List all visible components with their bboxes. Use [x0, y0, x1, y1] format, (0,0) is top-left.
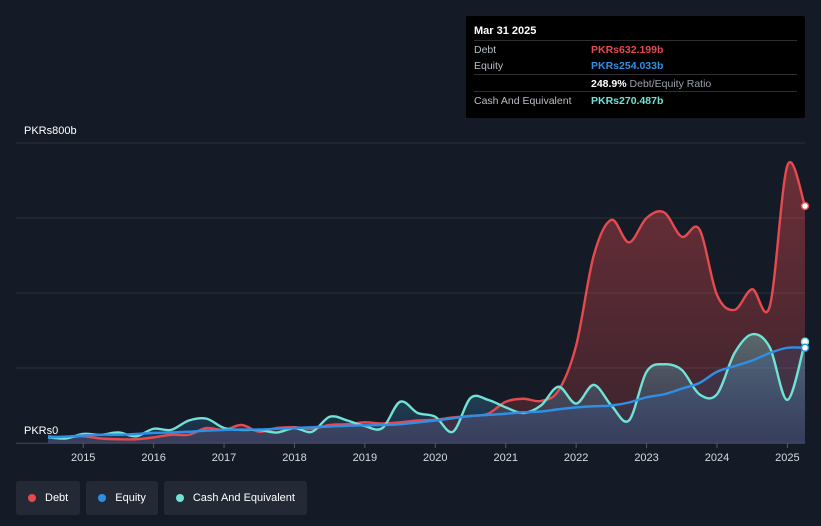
x-tick-label: 2025 [775, 452, 799, 464]
legend-equity-label: Equity [115, 492, 146, 504]
equity-end-point [800, 343, 810, 352]
debt-area [48, 162, 805, 443]
y-axis-bottom-label: PKRs0 [24, 425, 59, 437]
x-tick-label: 2022 [564, 452, 588, 464]
debt-end-point [800, 201, 810, 211]
tooltip-ratio-label: Debt/Equity Ratio [629, 78, 712, 90]
tooltip-ratio-value: 248.9% [591, 78, 627, 90]
tooltip-row-debt: Debt PKRs632.199b [474, 40, 797, 57]
tooltip-equity-value: PKRs254.033b [591, 60, 664, 72]
legend-item-debt[interactable]: Debt [16, 481, 81, 515]
chart-legend: Debt Equity Cash And Equivalent [16, 481, 307, 515]
tooltip-debt-label: Debt [474, 44, 497, 56]
tooltip-cash-value: PKRs270.487b [591, 95, 664, 107]
chart-lines [47, 161, 810, 441]
legend-equity-dot-icon [98, 494, 107, 502]
tooltip-equity-label: Equity [474, 60, 504, 72]
tooltip-row-cash: Cash And Equivalent PKRs270.487b [474, 91, 797, 108]
chart-areas [48, 162, 805, 443]
tooltip-ratio: 248.9% Debt/Equity Ratio [591, 78, 711, 90]
chart-tooltip: Mar 31 2025 Debt PKRs632.199b Equity PKR… [466, 16, 805, 118]
tooltip-cash-label: Cash And Equivalent [474, 95, 572, 107]
x-axis: 2015 2016 2017 2018 2019 2020 2021 2022 2023 2024… [16, 443, 805, 464]
tooltip-row-equity: Equity PKRs254.033b [474, 57, 797, 73]
legend-item-cash[interactable]: Cash And Equivalent [163, 481, 307, 515]
cash-line [47, 332, 807, 440]
y-axis-top-label: PKRs800b [24, 125, 77, 137]
tooltip-date: Mar 31 2025 [474, 25, 537, 37]
equity-area [48, 347, 805, 443]
tooltip-row-ratio: 248.9% Debt/Equity Ratio [474, 74, 797, 91]
x-tick-label: 2023 [634, 452, 658, 464]
tooltip-debt-value: PKRs632.199b [591, 44, 664, 56]
x-tick-label: 2020 [423, 452, 447, 464]
equity-line [47, 346, 806, 439]
legend-cash-dot-icon [175, 494, 184, 502]
legend-cash-label: Cash And Equivalent [192, 492, 295, 504]
x-tick-label: 2021 [493, 452, 517, 464]
x-tick-label: 2017 [212, 452, 236, 464]
x-tick-label: 2024 [705, 452, 729, 464]
legend-item-equity[interactable]: Equity [86, 481, 158, 515]
legend-debt-dot-icon [28, 494, 36, 502]
x-tick-label: 2016 [141, 452, 165, 464]
x-tick-label: 2019 [353, 452, 377, 464]
x-tick-label: 2015 [71, 452, 95, 464]
cash-area [48, 334, 805, 443]
x-tick-label: 2018 [282, 452, 306, 464]
legend-debt-label: Debt [45, 492, 69, 504]
